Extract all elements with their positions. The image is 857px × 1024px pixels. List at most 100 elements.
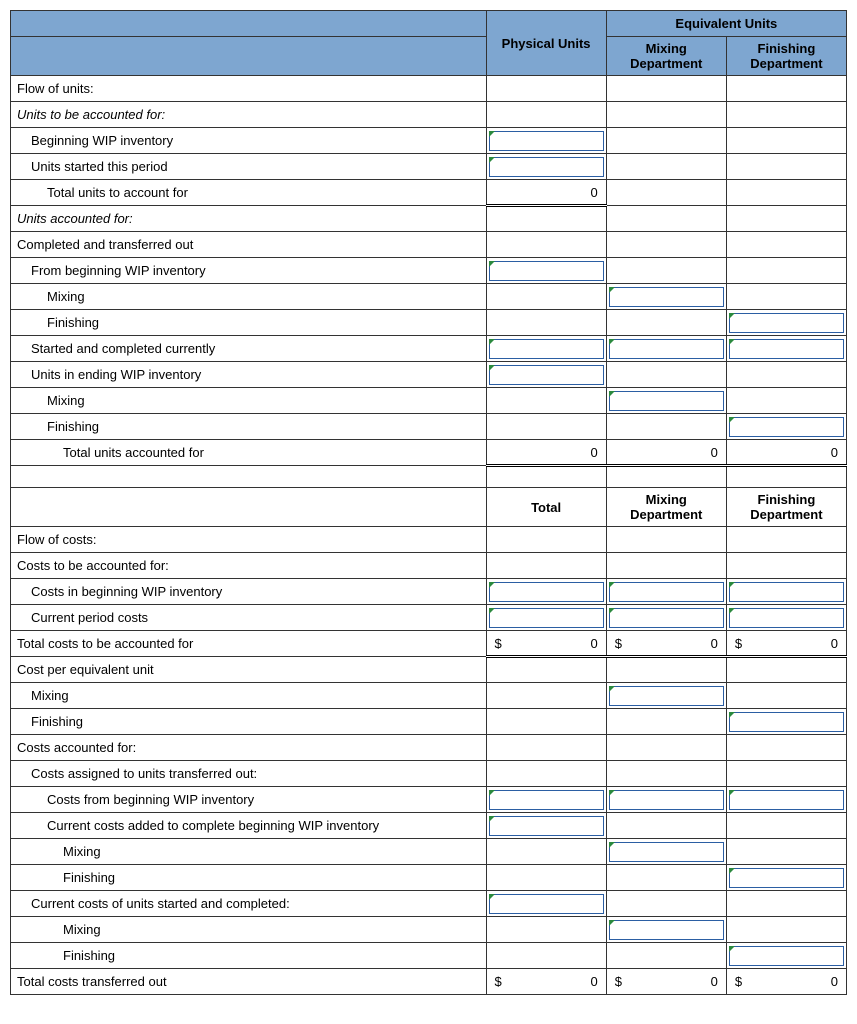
row-total-acct: Total units accounted for xyxy=(11,440,487,466)
cell xyxy=(726,180,846,206)
cell xyxy=(606,553,726,579)
worksheet-table: Physical Units Equivalent Units Mixing D… xyxy=(10,10,847,995)
input-cs-mix[interactable] xyxy=(606,917,726,943)
hdr-mixing: Mixing Department xyxy=(606,37,726,76)
cell xyxy=(726,683,846,709)
row-tot-costs: Total costs to be accounted for xyxy=(11,631,487,657)
input-fb-f[interactable] xyxy=(726,787,846,813)
input-bc-t[interactable] xyxy=(486,579,606,605)
row-mix2: Mixing xyxy=(11,388,487,414)
row-ca-fin: Finishing xyxy=(11,865,487,891)
input-beg-wip-phys[interactable] xyxy=(486,128,606,154)
cell xyxy=(486,206,606,232)
cell xyxy=(606,76,726,102)
cell xyxy=(606,128,726,154)
input-cpu-fin[interactable] xyxy=(726,709,846,735)
cell xyxy=(726,527,846,553)
input-cc-t[interactable] xyxy=(486,605,606,631)
val-tot-phys: 0 xyxy=(486,440,606,466)
row-fin2: Finishing xyxy=(11,414,487,440)
cell xyxy=(486,709,606,735)
input-cc-f[interactable] xyxy=(726,605,846,631)
val-tot-fin: 0 xyxy=(726,440,846,466)
input-ca-t[interactable] xyxy=(486,813,606,839)
cell xyxy=(486,284,606,310)
cell xyxy=(486,76,606,102)
cell xyxy=(486,232,606,258)
hdr-blank xyxy=(11,11,487,37)
row-cur-started: Current costs of units started and compl… xyxy=(11,891,487,917)
row-to-acct: Units to be accounted for: xyxy=(11,102,487,128)
row-started-compl: Started and completed currently xyxy=(11,336,487,362)
cell xyxy=(726,154,846,180)
cell xyxy=(726,917,846,943)
header-row-1: Physical Units Equivalent Units xyxy=(11,11,847,37)
cell xyxy=(726,258,846,284)
val-tc-t: $0 xyxy=(486,631,606,657)
row-beg-costs: Costs in beginning WIP inventory xyxy=(11,579,487,605)
input-cc-m[interactable] xyxy=(606,605,726,631)
input-cpu-mix[interactable] xyxy=(606,683,726,709)
input-ca-fin[interactable] xyxy=(726,865,846,891)
cell xyxy=(606,310,726,336)
input-end-wip-phys[interactable] xyxy=(486,362,606,388)
row-from-beg-c: Costs from beginning WIP inventory xyxy=(11,787,487,813)
hdr-physical: Physical Units xyxy=(486,11,606,76)
input-sc-phys[interactable] xyxy=(486,336,606,362)
hdr2-mixing: Mixing Department xyxy=(606,488,726,527)
input-sc-fin[interactable] xyxy=(726,336,846,362)
cell xyxy=(486,553,606,579)
row-flow-costs: Flow of costs: xyxy=(11,527,487,553)
cell xyxy=(606,362,726,388)
row-fin1: Finishing xyxy=(11,310,487,336)
row-cs-fin: Finishing xyxy=(11,943,487,969)
input-mix1[interactable] xyxy=(606,284,726,310)
val-tc-m: $0 xyxy=(606,631,726,657)
row-costs-acct: Costs accounted for: xyxy=(11,735,487,761)
cell xyxy=(606,154,726,180)
row-cpu-fin: Finishing xyxy=(11,709,487,735)
row-total-to: Total units to account for xyxy=(11,180,487,206)
input-fb-m[interactable] xyxy=(606,787,726,813)
input-fb-t[interactable] xyxy=(486,787,606,813)
row-acct-for: Units accounted for: xyxy=(11,206,487,232)
spacer-row xyxy=(11,466,847,488)
row-ca-mix: Mixing xyxy=(11,839,487,865)
input-ca-mix[interactable] xyxy=(606,839,726,865)
row-compl-out: Completed and transferred out xyxy=(11,232,487,258)
cell xyxy=(726,102,846,128)
cell xyxy=(486,683,606,709)
cell xyxy=(606,258,726,284)
cell xyxy=(606,102,726,128)
input-started-phys[interactable] xyxy=(486,154,606,180)
cell xyxy=(606,657,726,683)
cell xyxy=(606,232,726,258)
cell xyxy=(726,388,846,414)
cell xyxy=(606,180,726,206)
val-to-m: $0 xyxy=(606,969,726,995)
input-cs-fin[interactable] xyxy=(726,943,846,969)
input-from-beg-phys[interactable] xyxy=(486,258,606,284)
cell xyxy=(726,128,846,154)
row-assigned: Costs assigned to units transferred out: xyxy=(11,761,487,787)
row-costs-to: Costs to be accounted for: xyxy=(11,553,487,579)
input-mix2[interactable] xyxy=(606,388,726,414)
cell xyxy=(486,657,606,683)
input-fin1[interactable] xyxy=(726,310,846,336)
cell xyxy=(726,735,846,761)
input-bc-f[interactable] xyxy=(726,579,846,605)
cell xyxy=(606,527,726,553)
cell xyxy=(606,761,726,787)
hdr-blank2 xyxy=(11,37,487,76)
cell xyxy=(486,917,606,943)
cell xyxy=(726,206,846,232)
cell xyxy=(726,657,846,683)
header-row-2: Mixing Department Finishing Department xyxy=(11,37,847,76)
cell xyxy=(606,735,726,761)
row-end-wip: Units in ending WIP inventory xyxy=(11,362,487,388)
input-sc-mix[interactable] xyxy=(606,336,726,362)
input-fin2[interactable] xyxy=(726,414,846,440)
input-cs-t[interactable] xyxy=(486,891,606,917)
cell xyxy=(486,102,606,128)
input-bc-m[interactable] xyxy=(606,579,726,605)
